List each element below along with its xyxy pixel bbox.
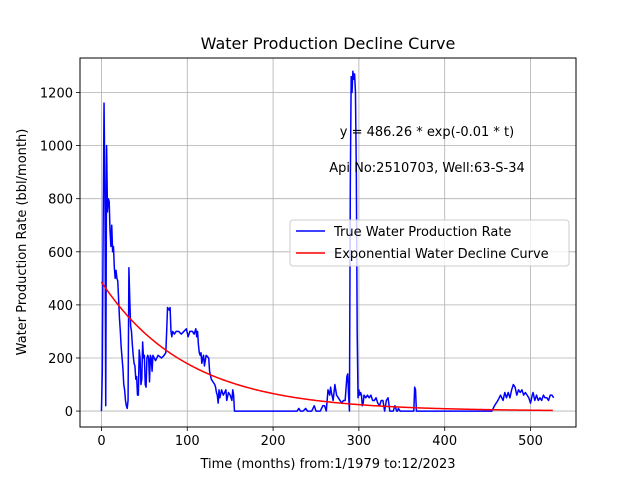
y-axis-label: Water Production Rate (bbl/month) — [15, 129, 30, 356]
legend-box — [289, 219, 570, 267]
x-tick-label: 400 — [432, 434, 457, 449]
x-axis-label: Time (months) from:1/1979 to:12/2023 — [199, 457, 455, 472]
y-tick-label: 400 — [48, 299, 73, 314]
x-tick-label: 200 — [261, 434, 286, 449]
plot-frame — [79, 57, 577, 428]
series-layer — [100, 70, 555, 412]
x-tick-label: 500 — [518, 434, 543, 449]
y-tick-label: 1000 — [40, 140, 73, 155]
legend: True Water Production Rate Exponential W… — [289, 219, 570, 267]
x-tick-label: 0 — [97, 434, 105, 449]
series-line-exponential — [100, 281, 553, 412]
legend-label-exponential: Exponential Water Decline Curve — [334, 247, 549, 262]
chart-title: Water Production Decline Curve — [201, 34, 456, 53]
legend-label-true-rate: True Water Production Rate — [333, 225, 511, 240]
x-tick-label: 300 — [346, 434, 371, 449]
y-tick-label: 1200 — [40, 87, 73, 102]
y-tick-label: 800 — [48, 193, 73, 208]
well-annotation: Api No:2510703, Well:63-S-34 — [329, 161, 525, 176]
x-tick-label: 100 — [175, 434, 200, 449]
equation-annotation: y = 486.26 * exp(-0.01 * t) — [340, 125, 514, 140]
axis-ticks: 0 100 200 300 400 500 0 200 400 600 800 1000 1200 — [40, 87, 543, 449]
y-tick-label: 600 — [48, 246, 73, 261]
series-line-true-rate — [100, 70, 555, 412]
y-tick-label: 200 — [48, 352, 73, 367]
y-tick-label: 0 — [65, 405, 73, 420]
